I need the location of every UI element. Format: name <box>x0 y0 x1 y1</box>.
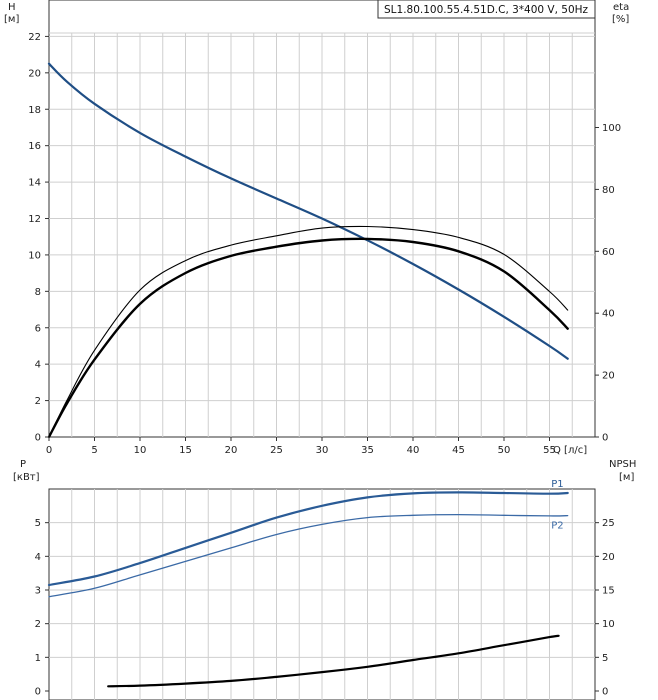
efficiency-curve-2 <box>48 225 569 438</box>
power-left-tick-label: 4 <box>35 552 41 563</box>
flow-tick-label: 20 <box>225 445 238 456</box>
head-right-tick-label: 40 <box>602 309 615 320</box>
efficiency-curve-1 <box>47 237 569 439</box>
head-panel-grid <box>49 32 595 437</box>
power-right-tick-label: 0 <box>602 687 608 698</box>
flow-tick-label: 50 <box>498 445 511 456</box>
power-right-tick-label: 10 <box>602 619 615 630</box>
flow-tick-label: 0 <box>46 445 52 456</box>
head-left-tick-label: 8 <box>35 287 41 298</box>
head-left-tick-label: 16 <box>28 141 41 152</box>
p2-curve <box>48 513 569 598</box>
power-panel-curves: P1 P2 <box>47 479 569 688</box>
npsh-curve <box>107 634 560 688</box>
flow-tick-label: 5 <box>91 445 97 456</box>
head-left-tick-label: 12 <box>28 214 41 225</box>
eta-axis-unit: [%] <box>612 14 629 25</box>
eta-axis-label: eta <box>613 2 629 13</box>
flow-tick-label: 30 <box>316 445 329 456</box>
flow-tick-label: 25 <box>270 445 283 456</box>
head-panel-curves <box>47 62 569 439</box>
p1-series-label: P1 <box>551 479 563 490</box>
power-panel: P1 P2 0 1 2 3 4 5 0 5 10 15 20 25 P [кВт] NPSH [м] <box>13 459 636 700</box>
head-right-tick-label: 0 <box>602 433 608 444</box>
head-left-tick-label: 0 <box>35 433 41 444</box>
power-panel-grid <box>49 489 595 700</box>
power-left-tick-label: 3 <box>35 586 41 597</box>
p1-curve <box>47 491 569 587</box>
head-right-tick-label: 100 <box>602 123 621 134</box>
head-left-tick-label: 14 <box>28 178 41 189</box>
power-right-tick-label: 25 <box>602 518 615 529</box>
p2-series-label: P2 <box>551 521 563 532</box>
head-left-tick-label: 2 <box>35 396 41 407</box>
head-right-tick-label: 20 <box>602 371 615 382</box>
power-left-tick-label: 2 <box>35 619 41 630</box>
power-axis-label: P <box>20 459 26 470</box>
flow-axis-label: Q [л/с] <box>553 445 587 456</box>
power-left-tick-label: 5 <box>35 518 41 529</box>
power-left-tick-label: 1 <box>35 653 41 664</box>
head-panel: 0 2 4 6 8 10 12 14 16 18 20 22 0 20 40 60 80 100 0 5 10 15 20 2… <box>4 0 629 456</box>
head-axis-label: H <box>8 2 16 13</box>
flow-tick-label: 55 <box>543 445 556 456</box>
head-left-tick-label: 6 <box>35 323 41 334</box>
flow-tick-label: 15 <box>179 445 192 456</box>
flow-tick-label: 35 <box>361 445 374 456</box>
flow-tick-label: 40 <box>407 445 420 456</box>
head-axis-unit: [м] <box>4 14 19 25</box>
power-right-tick-label: 5 <box>602 653 608 664</box>
head-curve <box>47 62 569 360</box>
flow-tick-label: 45 <box>452 445 465 456</box>
head-left-tick-label: 20 <box>28 68 41 79</box>
head-left-tick-label: 10 <box>28 250 41 261</box>
head-right-tick-label: 60 <box>602 247 615 258</box>
head-left-tick-label: 4 <box>35 360 41 371</box>
power-right-tick-label: 15 <box>602 586 615 597</box>
power-panel-ticks: 0 1 2 3 4 5 0 5 10 15 20 25 <box>35 518 615 697</box>
power-left-tick-label: 0 <box>35 687 41 698</box>
head-left-tick-label: 18 <box>28 105 41 116</box>
npsh-axis-unit: [м] <box>619 472 634 483</box>
power-right-tick-label: 20 <box>602 552 615 563</box>
chart-title: SL1.80.100.55.4.51D.C, 3*400 V, 50Hz <box>384 4 589 16</box>
head-panel-ticks: 0 2 4 6 8 10 12 14 16 18 20 22 0 20 40 60 80 100 0 5 10 15 20 2… <box>28 32 621 456</box>
head-right-tick-label: 80 <box>602 185 615 196</box>
chart-title-box <box>377 0 596 19</box>
power-axis-unit: [кВт] <box>13 472 40 483</box>
head-left-tick-label: 22 <box>28 32 41 43</box>
npsh-axis-label: NPSH <box>609 459 636 470</box>
flow-tick-label: 10 <box>134 445 147 456</box>
